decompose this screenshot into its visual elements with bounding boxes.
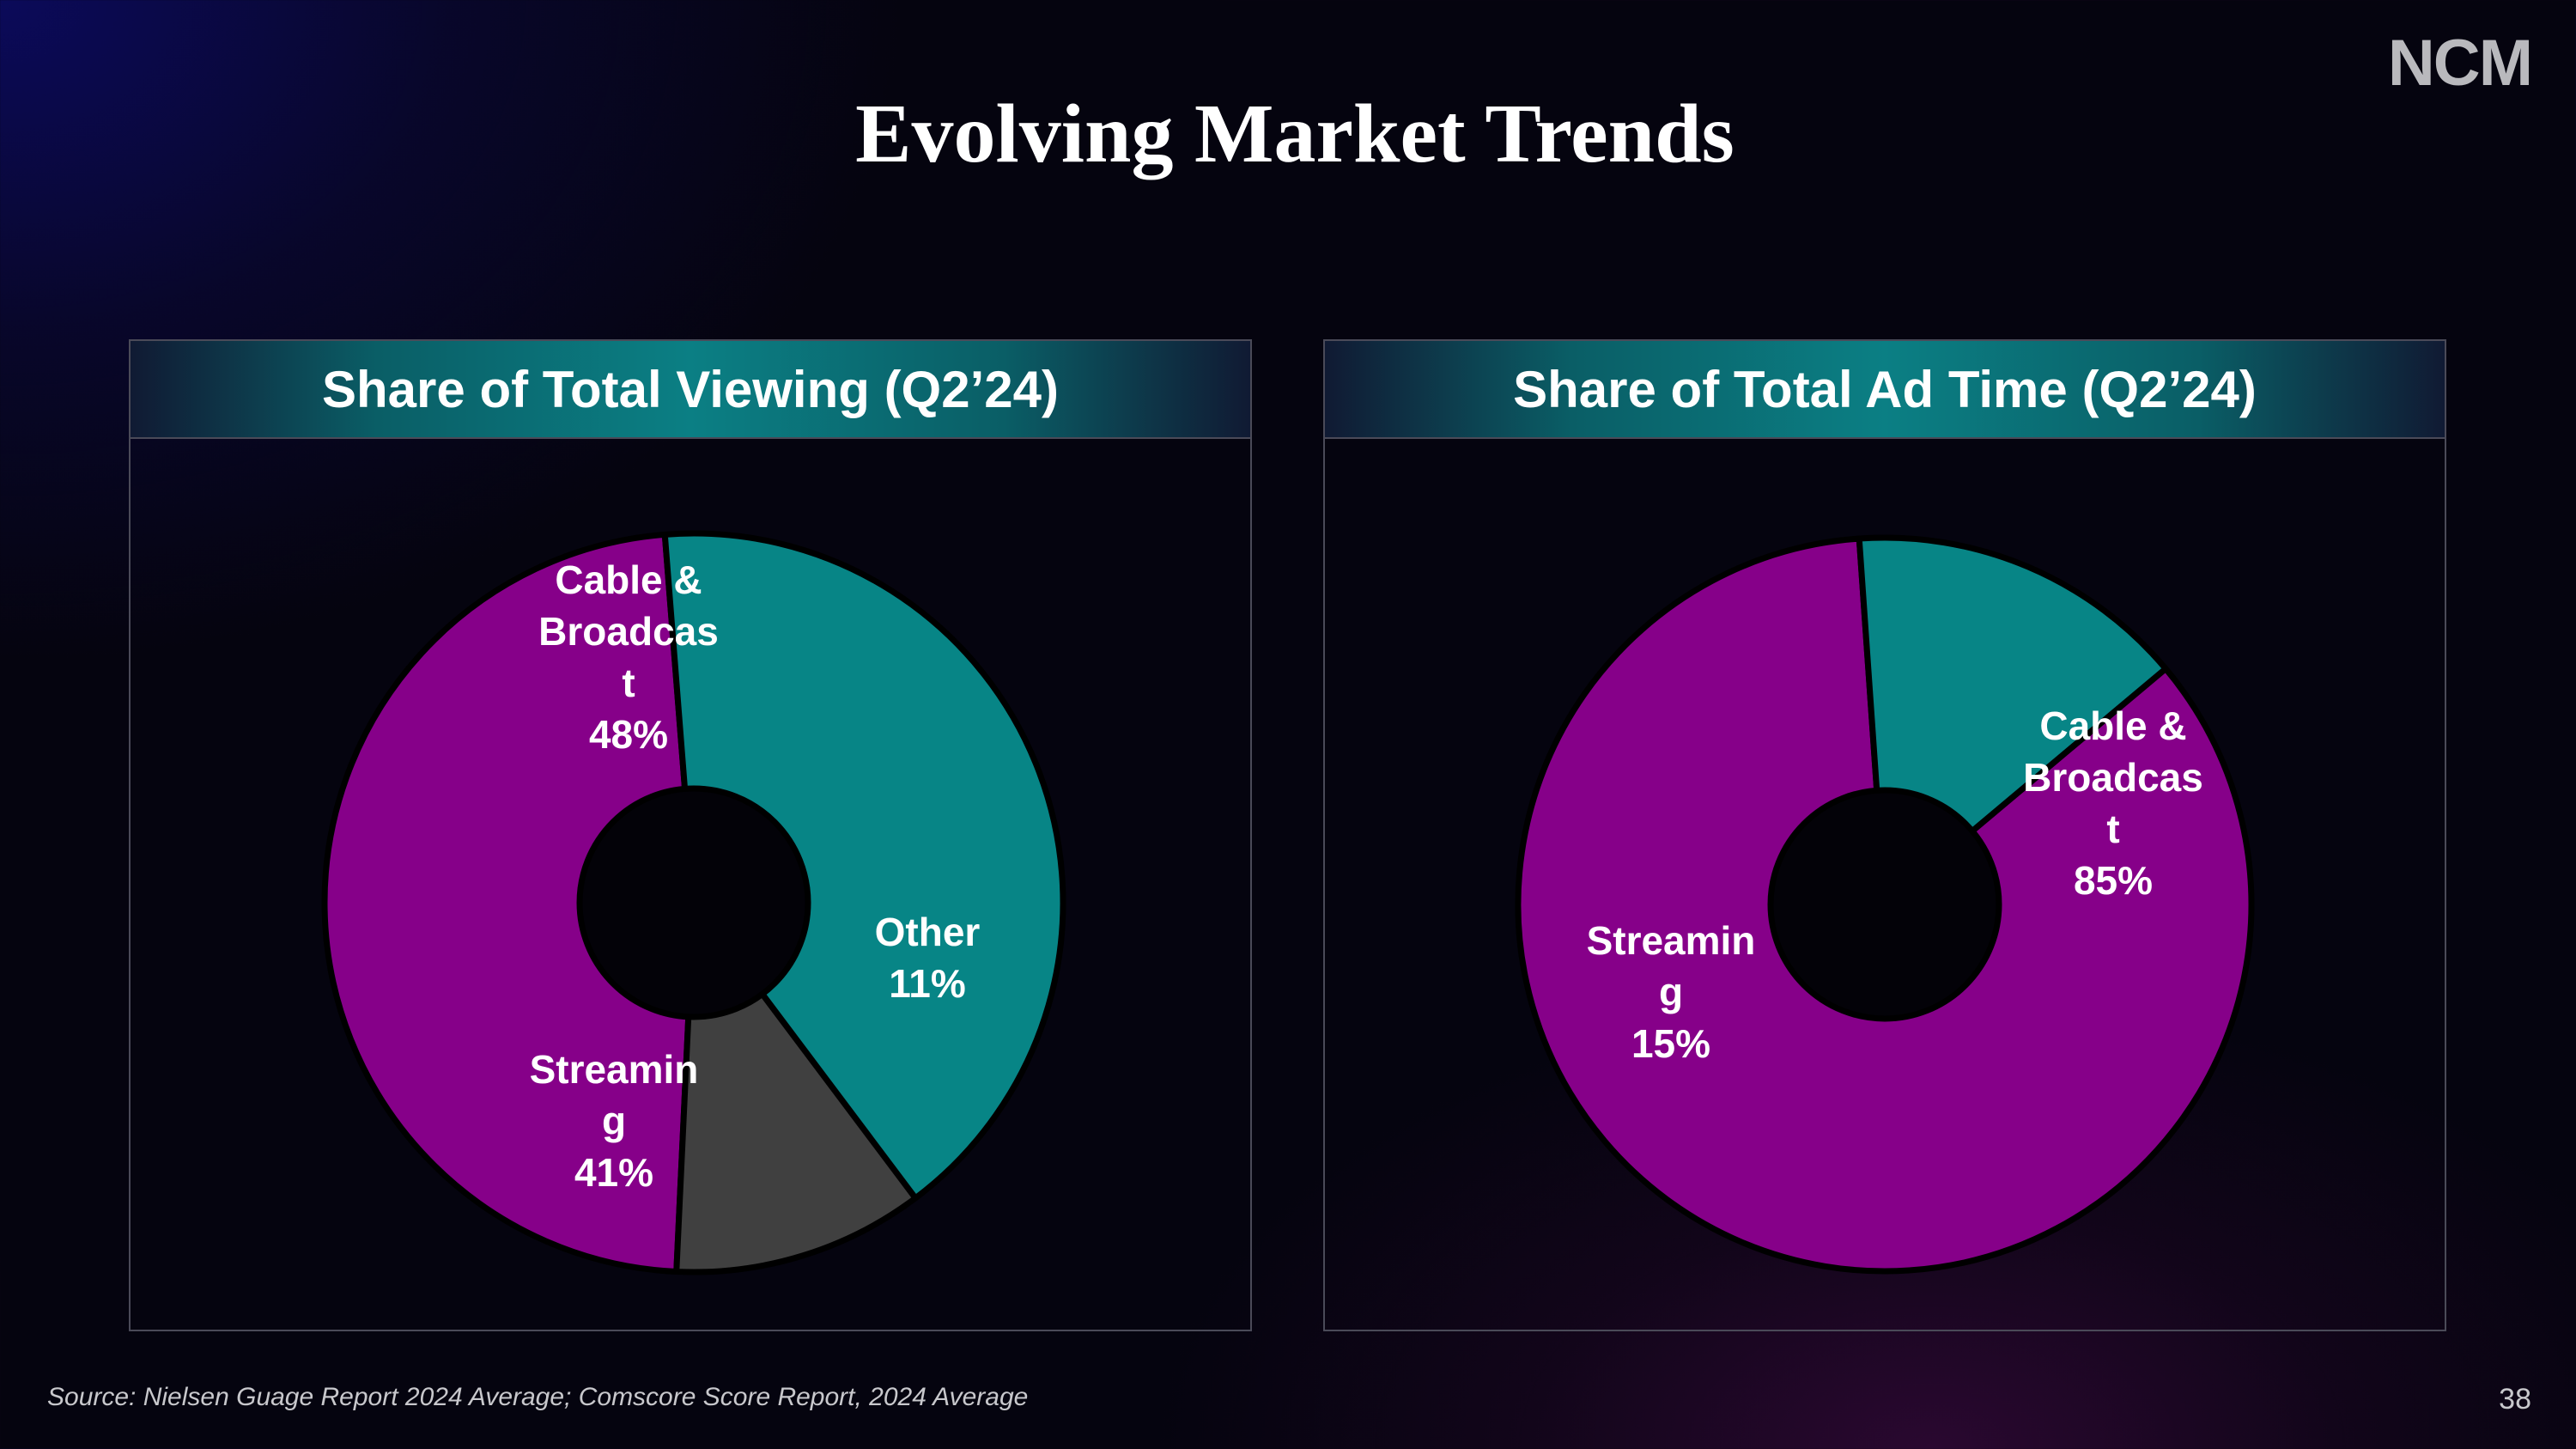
- ad-time-donut-hole: [1767, 787, 2002, 1022]
- source-note: Source: Nielsen Guage Report 2024 Averag…: [47, 1383, 1029, 1411]
- ad-time-share-panel: Share of Total Ad Time (Q2’24) Cable & B…: [1323, 339, 2446, 1331]
- slide-title: Evolving Market Trends: [855, 88, 1735, 180]
- viewing-share-chart-title: Share of Total Viewing (Q2’24): [131, 341, 1250, 439]
- viewing-slice-cable-broadcast: [321, 531, 697, 1275]
- ad-time-share-chart-title: Share of Total Ad Time (Q2’24): [1325, 341, 2445, 439]
- viewing-slice-streaming: [661, 530, 1066, 1202]
- ad-time-streaming-label: Streamin g 15%: [1586, 918, 1756, 1066]
- viewing-share-donut-chart: [321, 530, 1066, 1275]
- viewing-share-panel: Share of Total Viewing (Q2’24) Cable & B…: [129, 339, 1252, 1331]
- viewing-other-label: Other 11%: [874, 910, 981, 1006]
- ad-time-share-donut-chart: [1515, 534, 2255, 1275]
- ad-time-cable-label: Cable & Broadcas t 85%: [2023, 703, 2203, 903]
- viewing-streaming-label: Streamin g 41%: [529, 1047, 699, 1195]
- viewing-donut-hole: [576, 785, 811, 1020]
- ncm-logo: NCM: [2387, 27, 2533, 100]
- page-number: 38: [2499, 1383, 2531, 1416]
- viewing-cable-label: Cable & Broadcas t 48%: [538, 557, 719, 757]
